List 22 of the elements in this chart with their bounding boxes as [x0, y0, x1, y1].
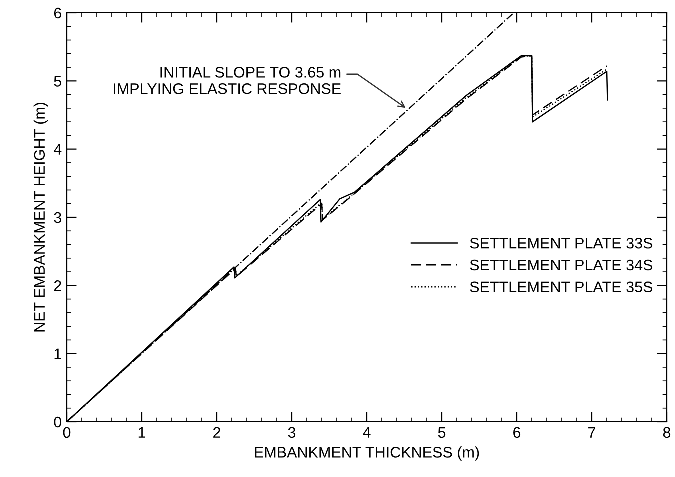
- y-tick-label: 6: [54, 8, 62, 19]
- y-tick-label: 0: [54, 416, 62, 428]
- x-tick-label: 1: [138, 427, 146, 438]
- y-tick-label: 1: [54, 348, 62, 360]
- x-tick-label: 5: [438, 427, 446, 438]
- x-tick-label: 6: [514, 427, 521, 438]
- y-tick-label: 5: [54, 76, 62, 87]
- x-tick-label: 2: [214, 427, 220, 438]
- y-tick-label: 2: [54, 280, 62, 292]
- legend-label: SETTLEMENT PLATE 35S: [470, 282, 653, 293]
- annotation: INITIAL SLOPE TO 3.65 m IMPLYING ELASTIC RESPONSE: [114, 67, 341, 94]
- legend-label: SETTLEMENT PLATE 34S: [470, 260, 653, 271]
- x-tick-label: 8: [663, 427, 671, 438]
- legend-label: SETTLEMENT PLATE 33S: [470, 238, 653, 249]
- x-tick-label: 0: [63, 427, 71, 438]
- y-tick-label: 3: [54, 212, 62, 224]
- y-tick-label: 4: [54, 144, 62, 155]
- x-tick-label: 4: [363, 427, 371, 438]
- x-axis-title: EMBANKMENT THICKNESS (m): [255, 446, 480, 461]
- x-tick-label: 3: [288, 427, 296, 438]
- y-axis-title: NET EMBANKMENT HEIGHT (m): [34, 102, 48, 332]
- x-tick-label: 7: [588, 427, 596, 438]
